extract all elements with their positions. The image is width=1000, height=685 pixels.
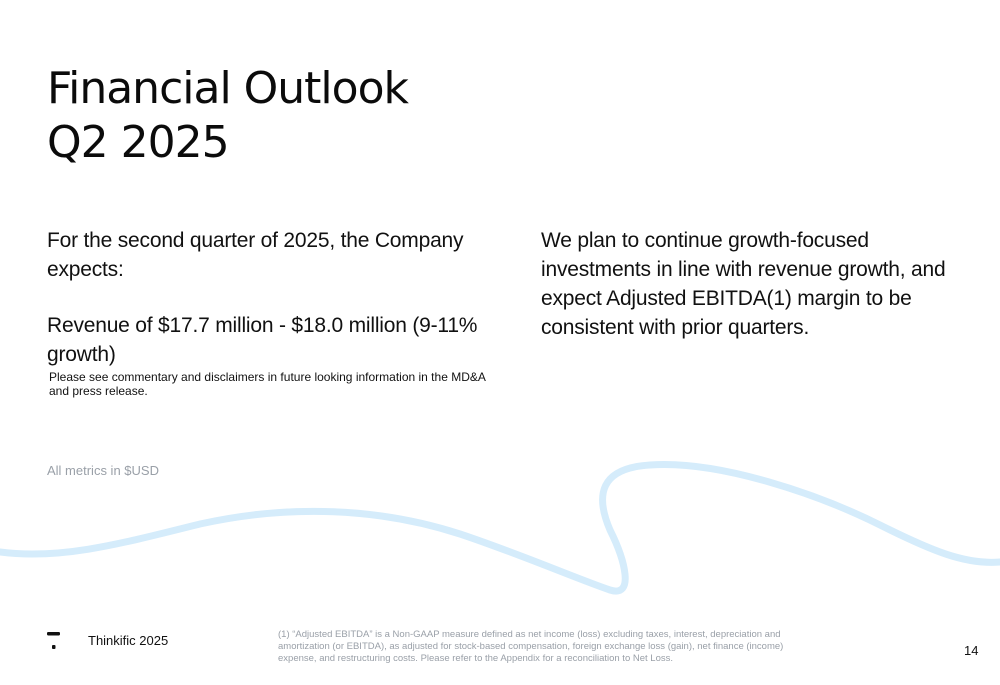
revenue-guidance: Revenue of $17.7 million - $18.0 million…	[47, 314, 478, 366]
title-line-1: Financial Outlook	[47, 63, 409, 114]
page-number: 14	[964, 643, 979, 658]
footnote-text: (1) “Adjusted EBITDA” is a Non-GAAP meas…	[278, 629, 784, 664]
investment-statement: We plan to continue growth-focused inves…	[541, 229, 946, 339]
decorative-wave	[0, 461, 1000, 595]
wave-path	[0, 461, 1000, 595]
footer-brand: Thinkific 2025	[88, 633, 169, 648]
metrics-currency-note: All metrics in $USD	[47, 463, 159, 478]
left-column: For the second quarter of 2025, the Comp…	[47, 226, 517, 369]
slide-title: Financial Outlook Q2 2025	[47, 62, 409, 170]
title-line-2: Q2 2025	[47, 117, 230, 168]
outlook-intro: For the second quarter of 2025, the Comp…	[47, 229, 464, 281]
thinkific-logo-icon	[47, 632, 60, 649]
right-column: We plan to continue growth-focused inves…	[541, 226, 961, 342]
disclaimer-text: Please see commentary and disclaimers in…	[49, 370, 486, 398]
